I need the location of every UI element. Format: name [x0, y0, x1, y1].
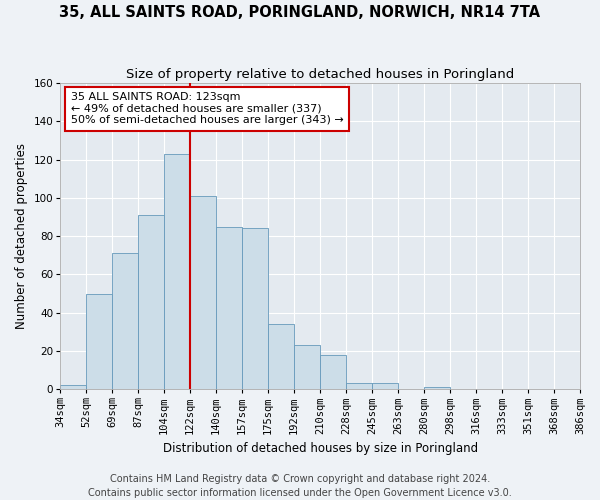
Bar: [190, 196, 216, 389]
Text: 35, ALL SAINTS ROAD, PORINGLAND, NORWICH, NR14 7TA: 35, ALL SAINTS ROAD, PORINGLAND, NORWICH…: [59, 5, 541, 20]
Bar: [60, 386, 86, 389]
Bar: [346, 384, 372, 389]
Text: 35 ALL SAINTS ROAD: 123sqm
← 49% of detached houses are smaller (337)
50% of sem: 35 ALL SAINTS ROAD: 123sqm ← 49% of deta…: [71, 92, 343, 126]
Bar: [268, 324, 294, 389]
X-axis label: Distribution of detached houses by size in Poringland: Distribution of detached houses by size …: [163, 442, 478, 455]
Bar: [320, 355, 346, 389]
Bar: [112, 254, 138, 389]
Bar: [242, 228, 268, 389]
Y-axis label: Number of detached properties: Number of detached properties: [15, 143, 28, 329]
Bar: [138, 215, 164, 389]
Bar: [216, 226, 242, 389]
Bar: [424, 388, 450, 389]
Bar: [372, 384, 398, 389]
Bar: [86, 294, 112, 389]
Bar: [164, 154, 190, 389]
Bar: [294, 345, 320, 389]
Title: Size of property relative to detached houses in Poringland: Size of property relative to detached ho…: [126, 68, 514, 80]
Text: Contains HM Land Registry data © Crown copyright and database right 2024.
Contai: Contains HM Land Registry data © Crown c…: [88, 474, 512, 498]
